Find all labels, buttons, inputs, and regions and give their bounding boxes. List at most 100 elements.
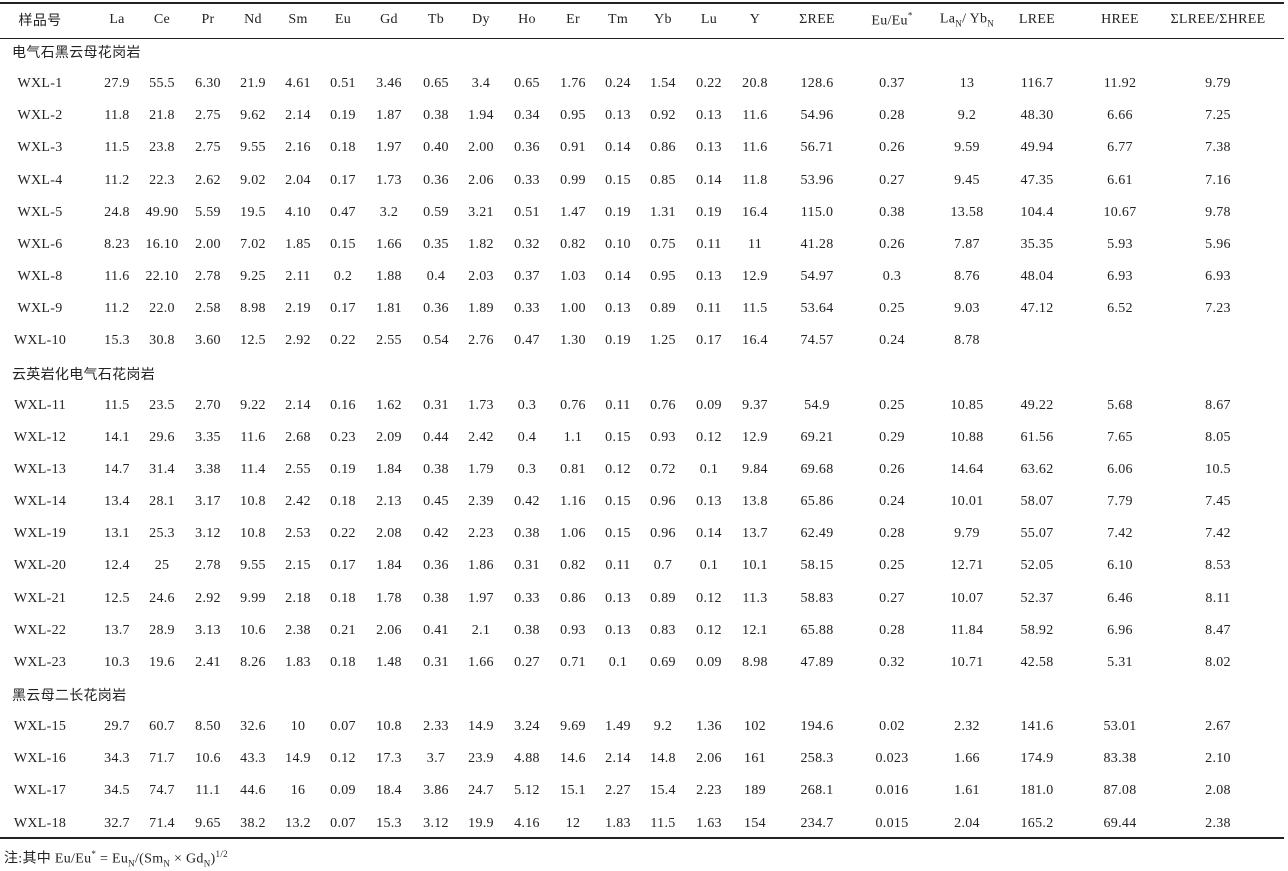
data-cell: 0.4 — [517, 429, 537, 445]
data-cell: 2.03 — [468, 269, 494, 285]
data-cell: 9.55 — [240, 558, 266, 574]
data-cell: 0.3 — [517, 461, 537, 477]
data-cell: 0.015 — [875, 815, 909, 831]
header-cell: Y — [749, 12, 761, 27]
data-cell: 9.55 — [240, 140, 266, 156]
data-cell: 65.88 — [800, 622, 834, 638]
data-cell: 0.51 — [514, 204, 540, 220]
data-cell: 8.11 — [1205, 590, 1231, 606]
data-cell: 49.90 — [145, 204, 179, 220]
data-cell: 21.8 — [149, 108, 175, 124]
data-cell: 7.38 — [1205, 140, 1231, 156]
data-cell: 10.85 — [950, 397, 984, 413]
data-cell: 1.73 — [468, 397, 494, 413]
sample-id: WXL-4 — [17, 172, 63, 188]
data-cell: 14.9 — [468, 719, 494, 735]
data-cell: 0.45 — [423, 494, 449, 510]
data-cell: 181.0 — [1020, 783, 1054, 799]
data-cell: 69.21 — [800, 429, 834, 445]
data-cell: 9.79 — [954, 526, 980, 542]
data-cell: 12.1 — [742, 622, 768, 638]
data-cell: 15.3 — [376, 815, 402, 831]
data-cell: 0.1 — [608, 654, 628, 670]
text-segment: N — [955, 18, 963, 29]
data-cell: 0.25 — [879, 397, 905, 413]
data-cell: 1.00 — [560, 301, 586, 317]
data-cell: 0.2 — [333, 269, 353, 285]
data-cell: 17.3 — [376, 751, 402, 767]
data-cell: 3.7 — [426, 751, 446, 767]
data-cell: 16.10 — [145, 236, 179, 252]
data-cell: 58.15 — [800, 558, 834, 574]
data-cell: 10.01 — [950, 494, 984, 510]
data-cell: 1.83 — [605, 815, 631, 831]
data-cell: 9.62 — [240, 108, 266, 124]
data-cell: 6.06 — [1107, 461, 1133, 477]
data-cell: 161 — [744, 751, 766, 767]
data-cell: 0.26 — [879, 236, 905, 252]
group-label: 黑云母二长花岗岩 — [12, 689, 127, 704]
sample-id: WXL-20 — [13, 558, 67, 574]
data-cell: 8.67 — [1205, 397, 1231, 413]
data-cell: 0.02 — [879, 719, 905, 735]
data-cell: 27.9 — [104, 76, 130, 92]
data-cell: 1.85 — [285, 236, 311, 252]
data-cell: 6.61 — [1107, 172, 1133, 188]
header-cell: Ho — [518, 12, 536, 27]
header-cell: La — [109, 12, 125, 27]
data-cell: 6.46 — [1107, 590, 1133, 606]
data-cell: 0.72 — [650, 461, 676, 477]
data-cell: 5.12 — [514, 783, 540, 799]
data-cell: 7.23 — [1205, 301, 1231, 317]
data-cell: 65.86 — [800, 494, 834, 510]
data-cell: 2.33 — [423, 719, 449, 735]
data-cell: 2.04 — [285, 172, 311, 188]
data-cell: 0.38 — [423, 108, 449, 124]
data-cell: 0.12 — [696, 590, 722, 606]
data-cell: 0.27 — [514, 654, 540, 670]
data-cell: 12.4 — [104, 558, 130, 574]
data-cell: 1.78 — [376, 590, 402, 606]
data-cell: 0.26 — [879, 461, 905, 477]
data-cell: 9.2 — [957, 108, 977, 124]
sample-id: WXL-10 — [13, 333, 67, 349]
data-cell: 1.62 — [376, 397, 402, 413]
data-cell: 0.89 — [650, 301, 676, 317]
header-cell: Sm — [288, 12, 308, 27]
group-label: 电气石黑云母花岗岩 — [12, 46, 141, 61]
bottom-rule — [0, 837, 1284, 839]
data-cell: 1.84 — [376, 558, 402, 574]
data-cell: 0.38 — [423, 461, 449, 477]
data-cell: 2.14 — [285, 108, 311, 124]
data-cell: 2.06 — [468, 172, 494, 188]
data-cell: 2.19 — [285, 301, 311, 317]
data-cell: 1.06 — [560, 526, 586, 542]
data-cell: 2.23 — [468, 526, 494, 542]
data-cell: 15.4 — [650, 783, 676, 799]
data-cell: 1.89 — [468, 301, 494, 317]
data-cell: 0.15 — [605, 429, 631, 445]
data-cell: 28.1 — [149, 494, 175, 510]
data-cell: 0.36 — [514, 140, 540, 156]
data-cell: 8.98 — [240, 301, 266, 317]
data-cell: 2.68 — [285, 429, 311, 445]
data-cell: 24.8 — [104, 204, 130, 220]
data-cell: 1.1 — [563, 429, 583, 445]
data-cell: 13 — [959, 76, 975, 92]
data-cell: 54.97 — [800, 269, 834, 285]
data-cell: 0.28 — [879, 622, 905, 638]
data-cell: 2.78 — [195, 269, 221, 285]
data-cell: 14.64 — [950, 461, 984, 477]
data-cell: 1.49 — [605, 719, 631, 735]
data-cell: 189 — [744, 783, 766, 799]
data-cell: 13.8 — [742, 494, 768, 510]
data-cell: 0.16 — [330, 397, 356, 413]
data-cell: 0.12 — [605, 461, 631, 477]
header-cell: Dy — [472, 12, 490, 27]
data-cell: 3.4 — [471, 76, 491, 92]
data-cell: 11.92 — [1103, 76, 1137, 92]
data-cell: 0.09 — [330, 783, 356, 799]
data-cell: 234.7 — [800, 815, 834, 831]
text-segment: Eu/Eu — [871, 13, 908, 29]
data-cell: 0.14 — [605, 269, 631, 285]
